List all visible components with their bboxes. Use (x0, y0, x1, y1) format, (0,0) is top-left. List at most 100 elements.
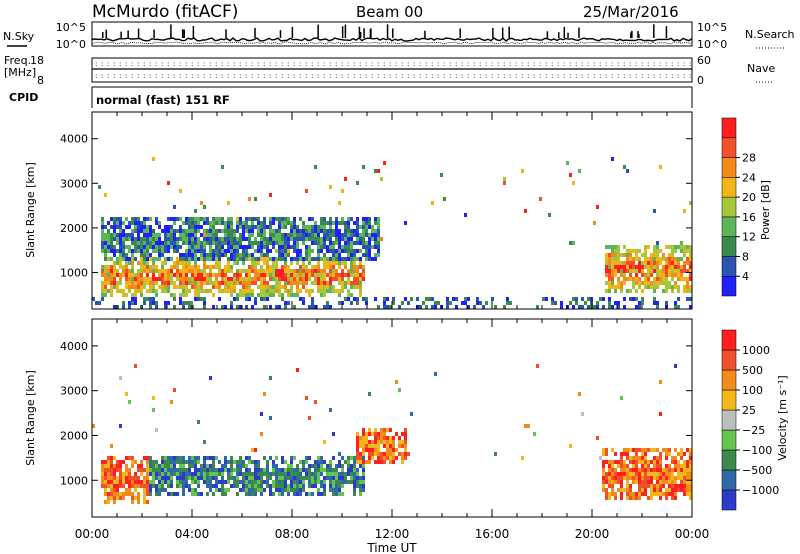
echo-cell (647, 257, 650, 261)
echo-cell (665, 456, 668, 460)
echo-cell (686, 472, 689, 476)
echo-cell (290, 269, 293, 273)
echo-cell (647, 277, 650, 281)
echo-cell (128, 476, 131, 480)
echo-cell (143, 480, 146, 484)
echo-cell (188, 269, 191, 273)
echo-cell (671, 480, 674, 484)
echo-cell (107, 456, 110, 460)
echo-cell (275, 468, 278, 472)
echo-cell (341, 233, 344, 237)
echo-cell (356, 436, 359, 440)
echo-cell (644, 285, 647, 289)
echo-cell (620, 452, 623, 456)
echo-cell (281, 237, 284, 241)
echo-cell (326, 476, 329, 480)
echo-cell (611, 480, 614, 484)
echo-cell (365, 460, 368, 464)
echo-cell (344, 281, 347, 285)
echo-cell (260, 289, 263, 293)
echo-cell (284, 472, 287, 476)
echo-cell (143, 281, 146, 285)
echo-cell (281, 472, 284, 476)
echo-cell (383, 297, 386, 301)
echo-cell (605, 261, 608, 265)
echo-cell (182, 488, 185, 492)
echo-cell (662, 476, 665, 480)
echo-cell (359, 492, 362, 496)
echo-cell (320, 237, 323, 241)
echo-cell (341, 492, 344, 496)
echo-cell (614, 245, 617, 249)
svg-text::: : (371, 60, 373, 68)
echo-cell (377, 217, 380, 221)
echo-cell (635, 456, 638, 460)
echo-cell (305, 277, 308, 281)
echo-cell (110, 273, 113, 277)
svg-text::: : (635, 72, 637, 80)
echo-cell (197, 293, 200, 297)
echo-cell (134, 221, 137, 225)
echo-cell (314, 464, 317, 468)
echo-cell (161, 277, 164, 281)
echo-cell (245, 269, 248, 273)
echo-cell (254, 237, 257, 241)
echo-cell (617, 281, 620, 285)
echo-cell (308, 293, 311, 297)
echo-cell (131, 484, 134, 488)
echo-cell (155, 277, 158, 281)
echo-cell (227, 217, 230, 221)
svg-text::: : (203, 72, 205, 80)
echo-cell (167, 301, 170, 305)
echo-cell (128, 277, 131, 281)
echo-cell (116, 225, 119, 229)
echo-cell (179, 189, 182, 193)
echo-cell (224, 221, 227, 225)
echo-cell (341, 464, 344, 468)
echo-cell (209, 265, 212, 269)
echo-cell (623, 165, 626, 169)
echo-cell (386, 428, 389, 432)
echo-cell (329, 464, 332, 468)
echo-cell (662, 273, 665, 277)
echo-cell (350, 269, 353, 273)
echo-cell (653, 265, 656, 269)
echo-cell (299, 237, 302, 241)
echo-cell (182, 464, 185, 468)
echo-cell (653, 468, 656, 472)
echo-cell (185, 221, 188, 225)
echo-cell (635, 460, 638, 464)
echo-cell (278, 281, 281, 285)
echo-cell (188, 217, 191, 221)
echo-cell (167, 269, 170, 273)
echo-cell (101, 297, 104, 301)
echo-cell (650, 285, 653, 289)
echo-cell (614, 301, 617, 305)
echo-cell (152, 249, 155, 253)
svg-text::: : (557, 72, 559, 80)
echo-cell (233, 480, 236, 484)
echo-cell (296, 249, 299, 253)
echo-cell (185, 277, 188, 281)
echo-cell (128, 488, 131, 492)
svg-text::: : (227, 60, 229, 68)
echo-cell (245, 293, 248, 297)
echo-cell (164, 281, 167, 285)
echo-cell (299, 277, 302, 281)
echo-cell (635, 249, 638, 253)
echo-cell (122, 249, 125, 253)
echo-cell (653, 261, 656, 265)
echo-cell (149, 289, 152, 293)
echo-cell (374, 452, 377, 456)
echo-cell (128, 492, 131, 496)
echo-cell (275, 265, 278, 269)
echo-cell (668, 285, 671, 289)
echo-cell (410, 297, 413, 301)
echo-cell (200, 245, 203, 249)
echo-cell (314, 165, 317, 169)
echo-cell (245, 480, 248, 484)
echo-cell (653, 257, 656, 261)
echo-cell (179, 460, 182, 464)
echo-cell (215, 285, 218, 289)
svg-text::: : (461, 60, 463, 68)
